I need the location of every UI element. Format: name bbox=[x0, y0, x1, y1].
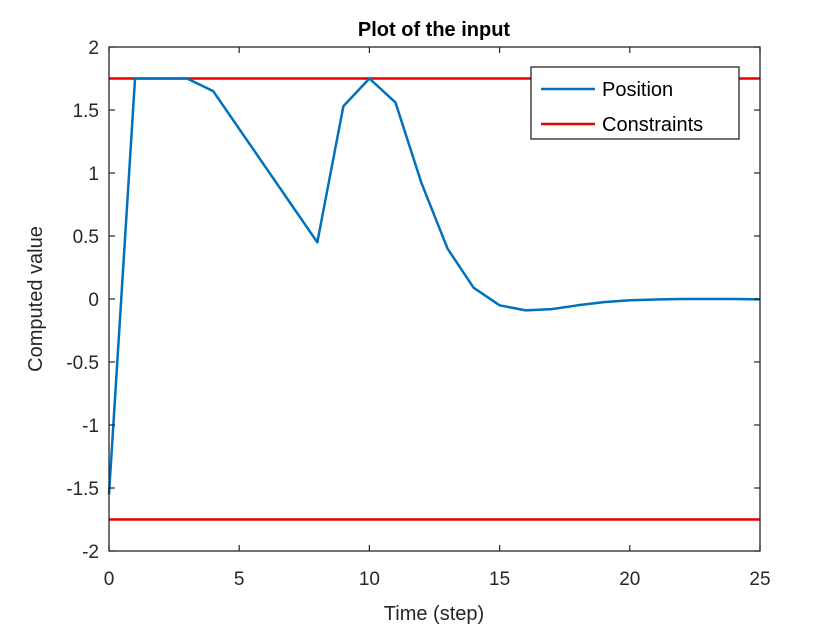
y-tick-label: -1.5 bbox=[66, 479, 99, 500]
y-axis-label: Computed value bbox=[25, 226, 47, 372]
y-tick-label: 2 bbox=[88, 38, 99, 59]
y-tick-label: -2 bbox=[82, 542, 99, 563]
chart-title: Plot of the input bbox=[358, 19, 511, 41]
y-tick-label: -0.5 bbox=[66, 353, 99, 374]
x-tick-label: 5 bbox=[234, 569, 245, 590]
legend: Position Constraints bbox=[530, 66, 740, 140]
x-tick-label: 25 bbox=[749, 569, 770, 590]
y-tick-label: -1 bbox=[82, 416, 99, 437]
x-axis-label: Time (step) bbox=[384, 603, 484, 625]
legend-label-position: Position bbox=[602, 79, 673, 101]
x-tick-label: 0 bbox=[104, 569, 115, 590]
y-tick-label: 1 bbox=[88, 164, 99, 185]
series-line-position bbox=[107, 77, 761, 495]
x-tick-label: 20 bbox=[619, 569, 640, 590]
y-tick-label: 0 bbox=[88, 290, 99, 311]
legend-box bbox=[530, 66, 740, 140]
y-tick-label: 1.5 bbox=[73, 101, 99, 122]
x-tick-label: 10 bbox=[359, 569, 380, 590]
y-tick-label: 0.5 bbox=[73, 227, 99, 248]
legend-label-constraints: Constraints bbox=[602, 114, 703, 136]
x-tick-label: 15 bbox=[489, 569, 510, 590]
tick-layer: 0 5 10 15 20 25 -2 -1.5 -1 -0.5 0 0.5 1 1.5 2 bbox=[66, 38, 770, 590]
